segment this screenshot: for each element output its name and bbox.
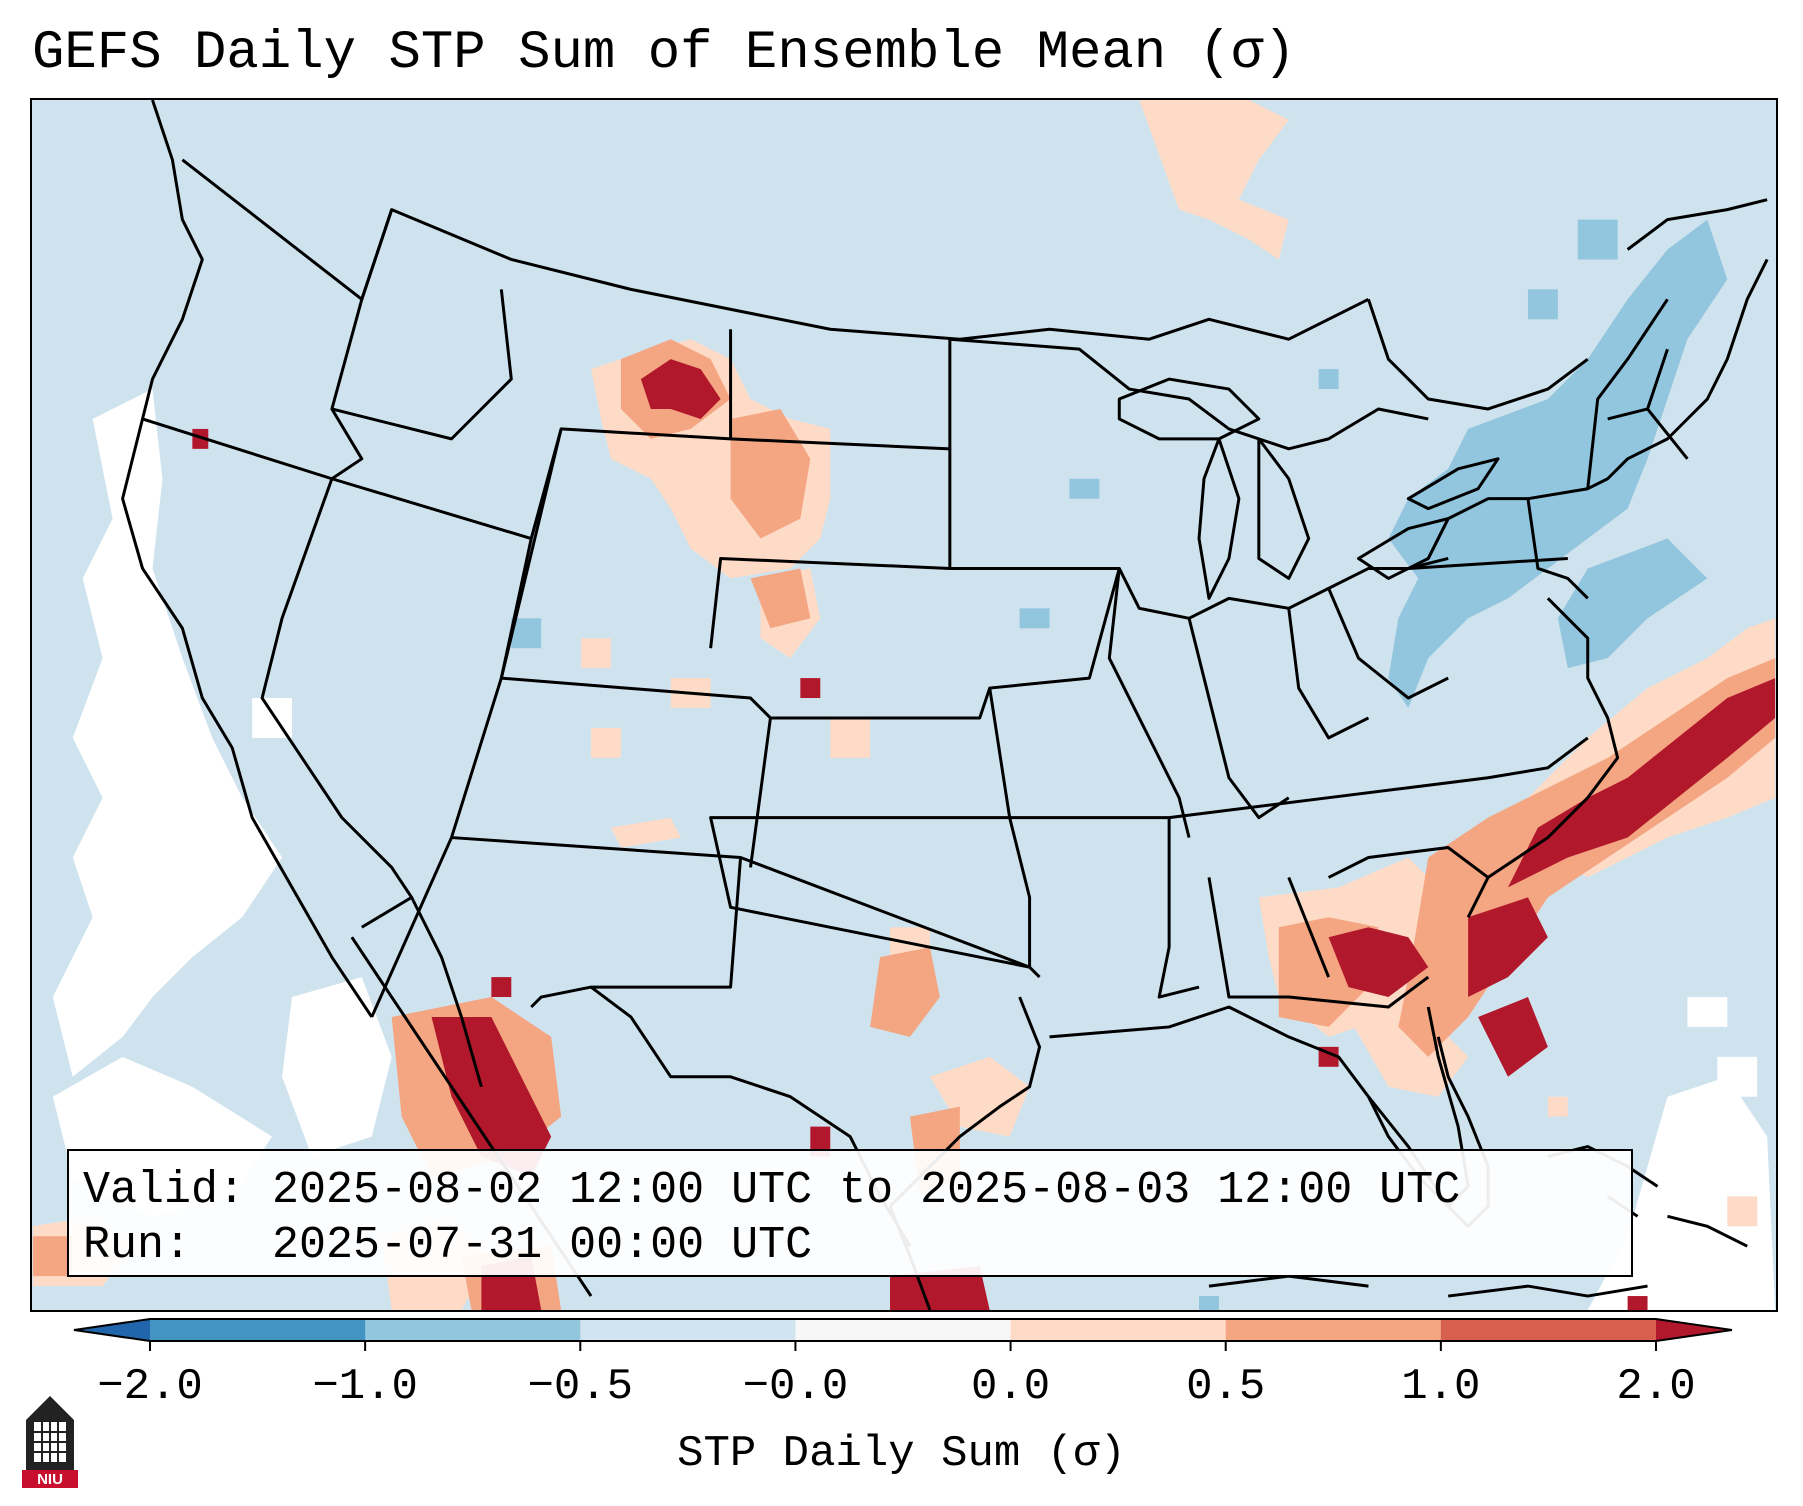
colorbar-bin-1 — [365, 1319, 581, 1341]
colorbar-tick-label: 2.0 — [1616, 1362, 1696, 1412]
state-borders — [121, 100, 1769, 1310]
run-value: 2025-07-31 00:00 UTC — [272, 1220, 813, 1271]
colorbar-bin-6 — [1440, 1319, 1657, 1341]
colorbar-tick-label: 1.0 — [1401, 1362, 1481, 1412]
colorbar-bin-2 — [580, 1319, 796, 1341]
colorbar-tick-label: 0.5 — [1186, 1362, 1266, 1412]
near-zero-region-pacific — [52, 389, 392, 1217]
colorbar-under-triangle — [74, 1319, 150, 1341]
run-label: Run: — [83, 1220, 192, 1271]
colorbar-label: STP Daily Sum (σ) — [677, 1429, 1126, 1479]
valid-run-infobox: Valid: 2025-08-02 12:00 UTC to 2025-08-0… — [67, 1149, 1633, 1277]
colorbar-tick-label: −0.5 — [527, 1362, 634, 1412]
positive-region-light — [32, 100, 1776, 1310]
valid-value: 2025-08-02 12:00 UTC to 2025-08-03 12:00… — [272, 1165, 1461, 1216]
colorbar-tick-label: −0.0 — [742, 1362, 849, 1412]
negative-region-northeast — [511, 219, 1728, 1310]
colorbar-tick-label: 0.0 — [970, 1362, 1051, 1412]
colorbar-bin-5 — [1225, 1319, 1442, 1341]
niu-logo: NIU — [22, 1396, 78, 1488]
colorbar-over-triangle — [1656, 1319, 1732, 1341]
positive-region-dark — [192, 359, 1776, 1310]
valid-label: Valid: — [83, 1165, 246, 1216]
colorbar-tick-label: −1.0 — [312, 1362, 418, 1412]
colorbar-tick-label: −2.0 — [97, 1362, 203, 1412]
colorbar-bin-0 — [150, 1319, 366, 1341]
chart-title: GEFS Daily STP Sum of Ensemble Mean (σ) — [32, 23, 1296, 84]
colorbar-tickmarks — [149, 1341, 1657, 1351]
colorbar-bin-4 — [1010, 1319, 1227, 1341]
colorbar-bin-3 — [795, 1319, 1012, 1341]
colorbar-outline — [73, 1318, 1733, 1342]
map-panel — [30, 98, 1778, 1312]
map-svg — [32, 100, 1776, 1310]
logo-text: NIU — [37, 1471, 63, 1488]
near-zero-region-atlantic — [1587, 997, 1776, 1310]
colorbar-bins — [150, 1319, 1657, 1341]
